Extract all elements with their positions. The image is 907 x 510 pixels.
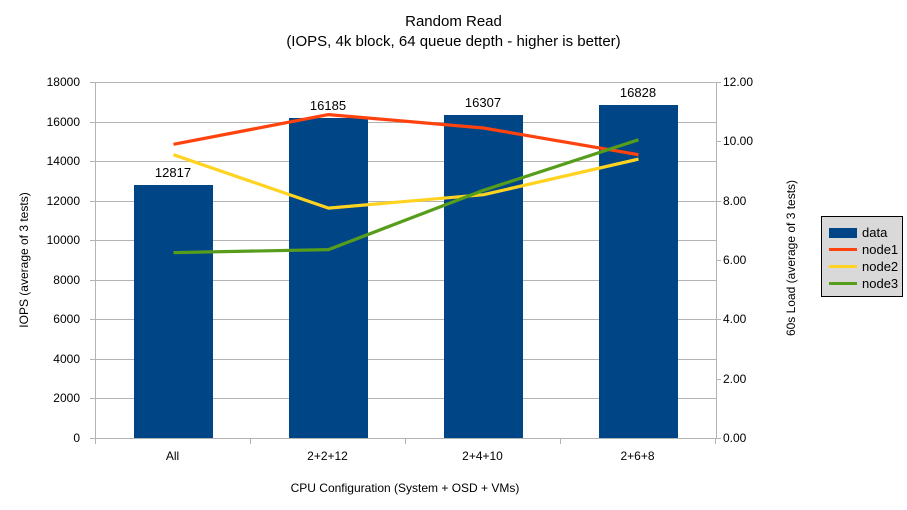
- title-block: Random Read (IOPS, 4k block, 64 queue de…: [0, 12, 907, 52]
- x-tickmark: [715, 439, 716, 444]
- y-left-tick-label: 18000: [46, 75, 80, 89]
- y-right-tickmark: [716, 319, 721, 320]
- legend-label: node1: [862, 241, 899, 257]
- h-gridline: [96, 280, 716, 281]
- y-left-tick-label: 16000: [46, 115, 80, 129]
- bar: [134, 185, 213, 438]
- y-left-tickmark: [90, 280, 95, 281]
- y-right-tick-label: 6.00: [723, 253, 747, 267]
- y-right-tickmark: [716, 438, 721, 439]
- line-series-node3: [173, 138, 639, 255]
- h-gridline: [96, 398, 716, 399]
- y-left-tickmark: [90, 122, 95, 123]
- left-axis-title: IOPS (average of 3 tests): [17, 192, 31, 328]
- h-gridline: [96, 161, 716, 162]
- h-gridline: [96, 359, 716, 360]
- x-tickmark: [560, 439, 561, 444]
- legend-item-data: data: [829, 224, 902, 241]
- y-right-tick-label: 2.00: [723, 372, 747, 386]
- legend-swatch-data: [829, 227, 857, 238]
- legend-item-node3: node3: [829, 275, 902, 292]
- x-tickmark: [250, 439, 251, 444]
- bar: [444, 115, 523, 438]
- bar: [289, 118, 368, 438]
- y-left-tickmark: [90, 240, 95, 241]
- bar-value-label: 12817: [154, 165, 192, 180]
- y-left-tick-label: 2000: [53, 391, 80, 405]
- y-right-tick-label: 0.00: [723, 431, 747, 445]
- h-gridline: [96, 319, 716, 320]
- legend-label: node2: [862, 258, 899, 274]
- line-series-node2: [172, 153, 639, 210]
- h-gridline: [96, 82, 716, 83]
- y-right-tick-label: 12.00: [723, 75, 754, 89]
- y-left-tick-label: 8000: [53, 273, 80, 287]
- right-axis-title: 60s Load (average of 3 tests): [784, 179, 798, 337]
- x-axis-title: CPU Configuration (System + OSD + VMs): [290, 481, 520, 495]
- legend-item-node1: node1: [829, 241, 902, 258]
- legend-swatch-node1: [829, 248, 857, 251]
- h-gridline: [96, 240, 716, 241]
- x-category-label: 2+2+12: [307, 449, 348, 463]
- x-tickmark: [405, 439, 406, 444]
- legend-label: data: [862, 224, 888, 240]
- legend-swatch-node2: [829, 265, 857, 268]
- y-right-tickmark: [716, 260, 721, 261]
- y-left-tickmark: [90, 398, 95, 399]
- y-right-tick-label: 8.00: [723, 194, 747, 208]
- x-category-label: 2+6+8: [620, 449, 655, 463]
- y-left-tickmark: [90, 438, 95, 439]
- x-category-label: 2+4+10: [462, 449, 503, 463]
- y-left-tick-label: 6000: [53, 312, 80, 326]
- bar-value-label: 16828: [619, 85, 657, 100]
- y-right-tickmark: [716, 379, 721, 380]
- y-right-tickmark: [716, 82, 721, 83]
- legend-swatch-node3: [829, 282, 857, 285]
- line-series-node1: [173, 112, 639, 157]
- chart-title: Random Read: [405, 13, 502, 30]
- y-left-tick-label: 0: [73, 431, 80, 445]
- y-left-tickmark: [90, 201, 95, 202]
- y-left-tickmark: [90, 161, 95, 162]
- bar-value-label: 16185: [309, 98, 347, 113]
- y-left-tick-label: 14000: [46, 154, 80, 168]
- y-left-tick-label: 4000: [53, 352, 80, 366]
- legend-label: node3: [862, 275, 899, 291]
- y-right-tick-label: 10.00: [723, 134, 754, 148]
- legend: data node1 node2 node3: [821, 216, 903, 297]
- bar-value-label: 16307: [464, 95, 502, 110]
- line-series-layer: [172, 112, 639, 255]
- x-tickmark: [95, 439, 96, 444]
- y-right-tickmark: [716, 201, 721, 202]
- y-left-tick-label: 10000: [46, 233, 80, 247]
- x-category-label: All: [165, 449, 180, 463]
- legend-item-node2: node2: [829, 258, 902, 275]
- y-right-tickmark: [716, 141, 721, 142]
- y-right-tick-label: 4.00: [723, 312, 747, 326]
- y-left-tickmark: [90, 359, 95, 360]
- y-left-tickmark: [90, 319, 95, 320]
- y-left-tickmark: [90, 82, 95, 83]
- y-left-tick-label: 12000: [46, 194, 80, 208]
- plot-area: [95, 82, 717, 439]
- chart-subtitle: (IOPS, 4k block, 64 queue depth - higher…: [286, 33, 621, 50]
